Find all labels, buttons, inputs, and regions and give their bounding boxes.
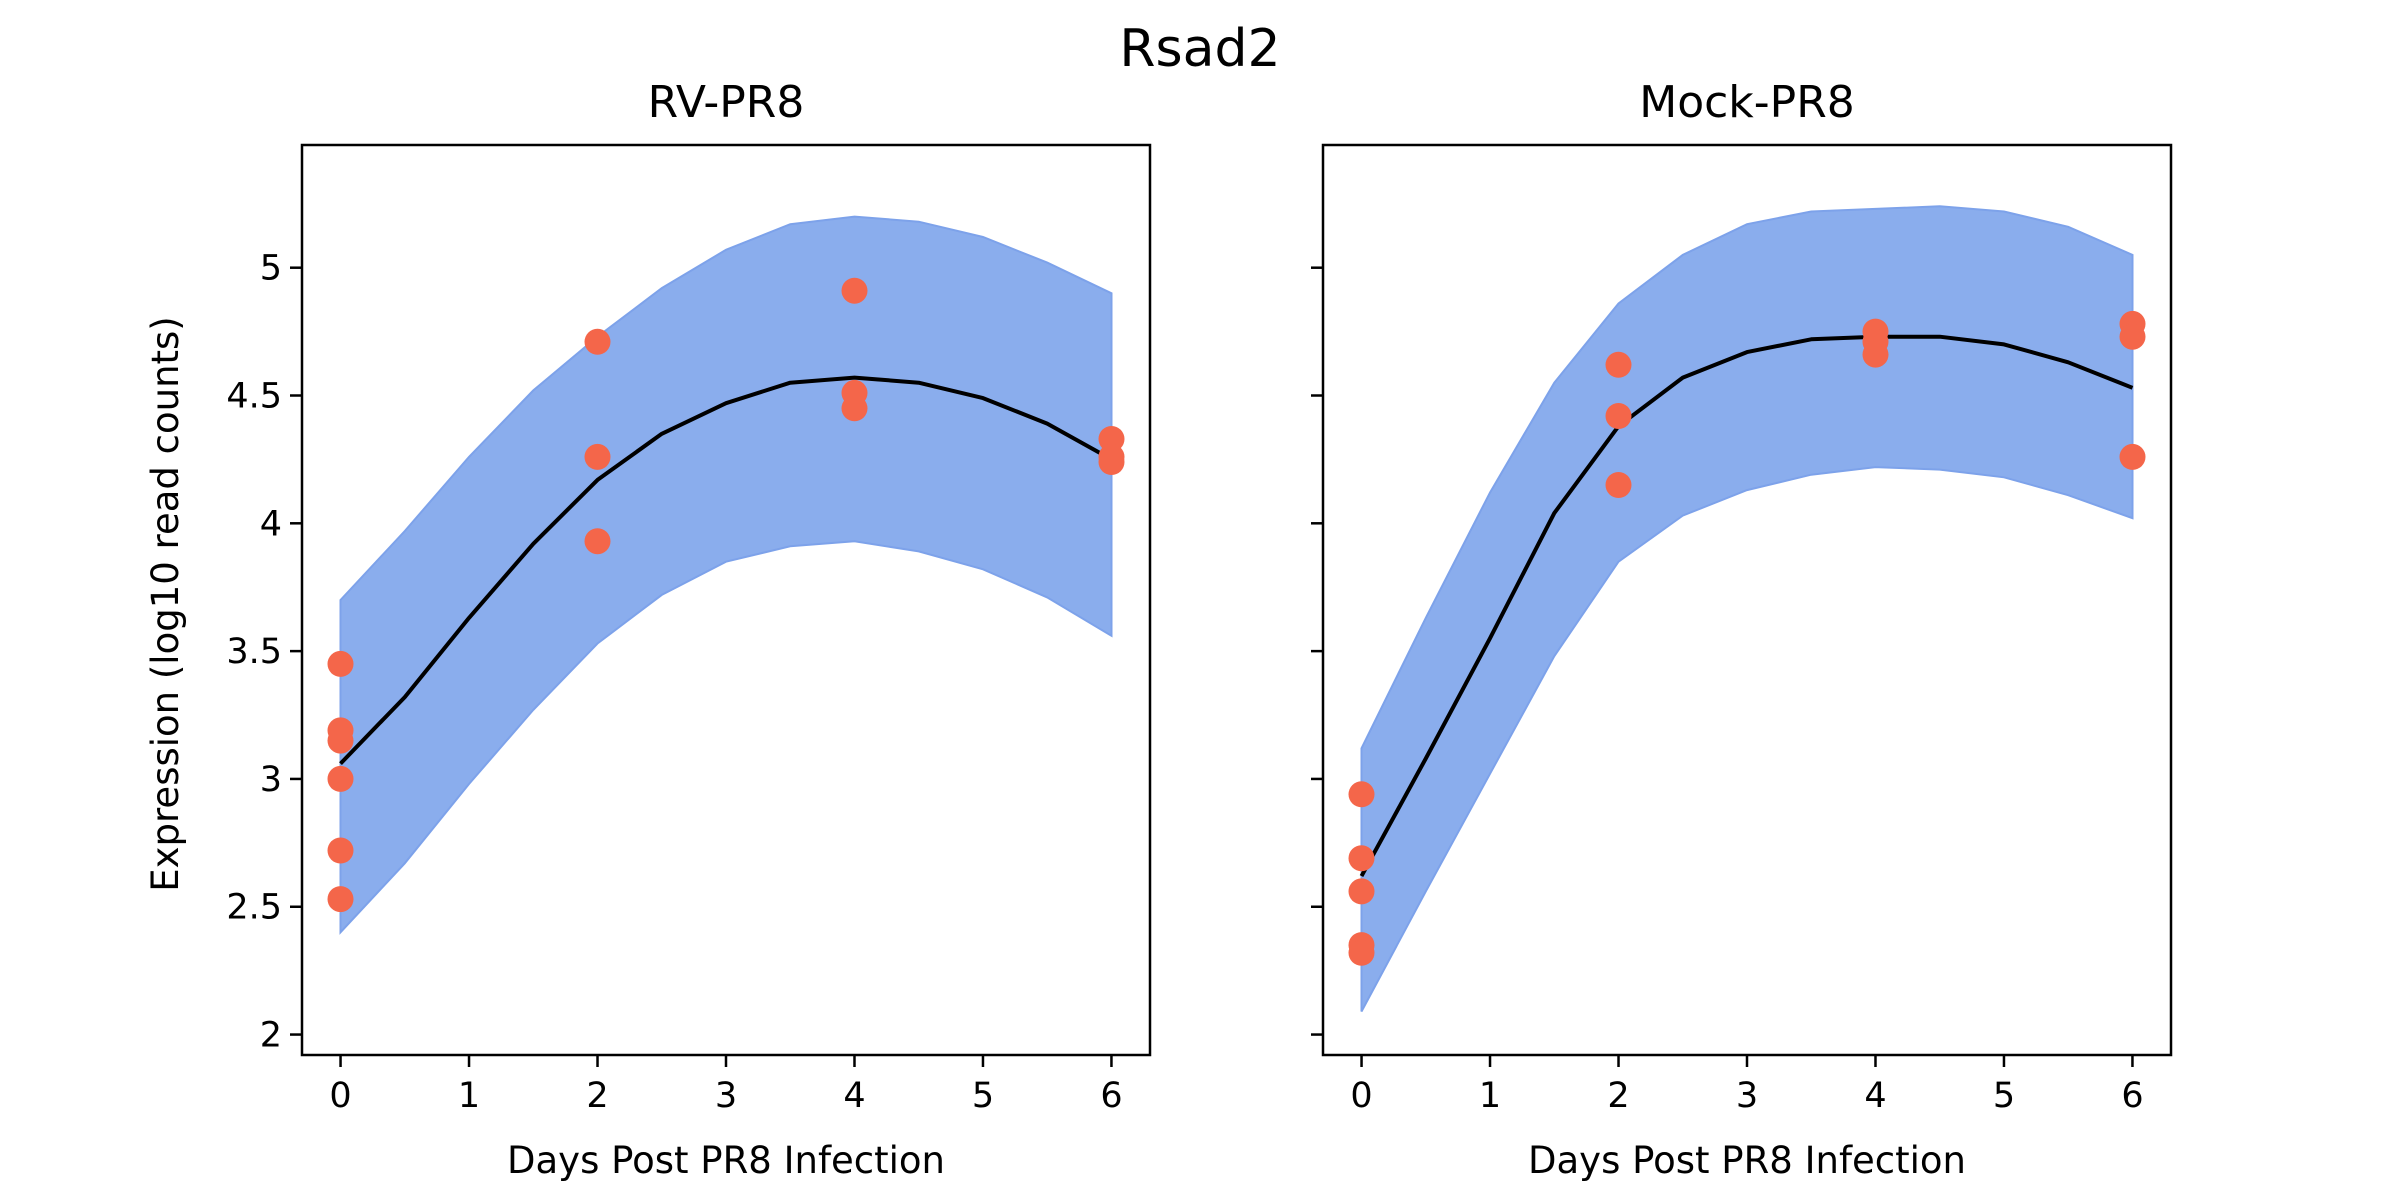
data-point-rv-pr8 bbox=[327, 765, 354, 792]
x-tick-label-mock-pr8: 6 bbox=[2121, 1076, 2143, 1116]
panel-title-rv-pr8: RV-PR8 bbox=[648, 77, 805, 128]
x-tick-label-mock-pr8: 1 bbox=[1479, 1076, 1501, 1116]
data-point-rv-pr8 bbox=[1098, 426, 1125, 452]
y-tick-label-rv-pr8: 4.5 bbox=[226, 377, 282, 417]
data-point-mock-pr8 bbox=[1605, 403, 1632, 429]
x-tick-label-mock-pr8: 2 bbox=[1607, 1076, 1629, 1116]
mean-line-rv-pr8 bbox=[339, 375, 1113, 765]
x-tick-label-rv-pr8: 4 bbox=[843, 1076, 865, 1116]
y-tick-label-rv-pr8: 3.5 bbox=[226, 632, 282, 672]
x-tick-label-mock-pr8: 5 bbox=[1993, 1076, 2015, 1116]
data-point-mock-pr8 bbox=[1605, 472, 1632, 498]
panel-rv-pr8: 0 1 2 3 4 5 6 2 2.5 3 3.5 4 4.5 5 RV-PR8 Days Post PR… bbox=[226, 77, 1152, 1182]
mean-line-mock-pr8 bbox=[1359, 334, 2134, 878]
data-point-mock-pr8 bbox=[1348, 939, 1375, 966]
x-tick-label-rv-pr8: 3 bbox=[715, 1076, 737, 1116]
data-point-rv-pr8 bbox=[584, 443, 611, 470]
y-tick-label-rv-pr8: 5 bbox=[260, 249, 282, 289]
data-point-rv-pr8 bbox=[327, 837, 354, 864]
data-point-mock-pr8 bbox=[1605, 351, 1632, 378]
y-tick-label-rv-pr8: 3 bbox=[260, 760, 282, 800]
x-tick-label-rv-pr8: 0 bbox=[329, 1076, 351, 1116]
panel-title-mock-pr8: Mock-PR8 bbox=[1639, 77, 1855, 128]
data-point-rv-pr8 bbox=[584, 328, 611, 355]
data-point-mock-pr8 bbox=[1348, 781, 1375, 808]
confidence-band-mock-pr8 bbox=[1360, 205, 2134, 1012]
data-point-rv-pr8 bbox=[327, 650, 354, 677]
y-tick-label-rv-pr8: 2 bbox=[260, 1016, 282, 1056]
x-tick-label-rv-pr8: 2 bbox=[586, 1076, 608, 1116]
x-axis-label-rv-pr8: Days Post PR8 Infection bbox=[507, 1139, 945, 1182]
data-point-rv-pr8 bbox=[327, 886, 354, 913]
data-point-rv-pr8 bbox=[841, 277, 868, 304]
data-point-rv-pr8 bbox=[1098, 449, 1125, 475]
data-point-mock-pr8 bbox=[2119, 323, 2146, 350]
x-tick-label-rv-pr8: 1 bbox=[458, 1076, 480, 1116]
x-tick-label-rv-pr8: 5 bbox=[972, 1076, 994, 1116]
data-point-mock-pr8 bbox=[2119, 443, 2146, 470]
x-tick-label-mock-pr8: 4 bbox=[1864, 1076, 1886, 1116]
x-tick-label-mock-pr8: 3 bbox=[1736, 1076, 1758, 1116]
y-axis-label: Expression (log10 read counts) bbox=[144, 316, 187, 891]
y-tick-label-rv-pr8: 4 bbox=[260, 504, 282, 544]
data-point-mock-pr8 bbox=[1348, 845, 1375, 872]
x-tick-label-rv-pr8: 6 bbox=[1100, 1076, 1122, 1116]
confidence-band-rv-pr8 bbox=[339, 215, 1113, 935]
data-point-mock-pr8 bbox=[1348, 878, 1375, 905]
y-tick-label-rv-pr8: 2.5 bbox=[226, 888, 282, 928]
data-point-mock-pr8 bbox=[1862, 341, 1889, 368]
x-tick-label-mock-pr8: 0 bbox=[1350, 1076, 1372, 1116]
panel-mock-pr8: 0 1 2 3 4 5 6 Mock-PR8 Days Post PR8 Infection bbox=[1311, 77, 2173, 1182]
data-point-rv-pr8 bbox=[841, 395, 868, 422]
data-point-rv-pr8 bbox=[327, 727, 354, 754]
x-axis-label-mock-pr8: Days Post PR8 Infection bbox=[1528, 1139, 1966, 1182]
figure-suptitle: Rsad2 bbox=[1119, 19, 1280, 79]
data-point-rv-pr8 bbox=[584, 528, 611, 555]
